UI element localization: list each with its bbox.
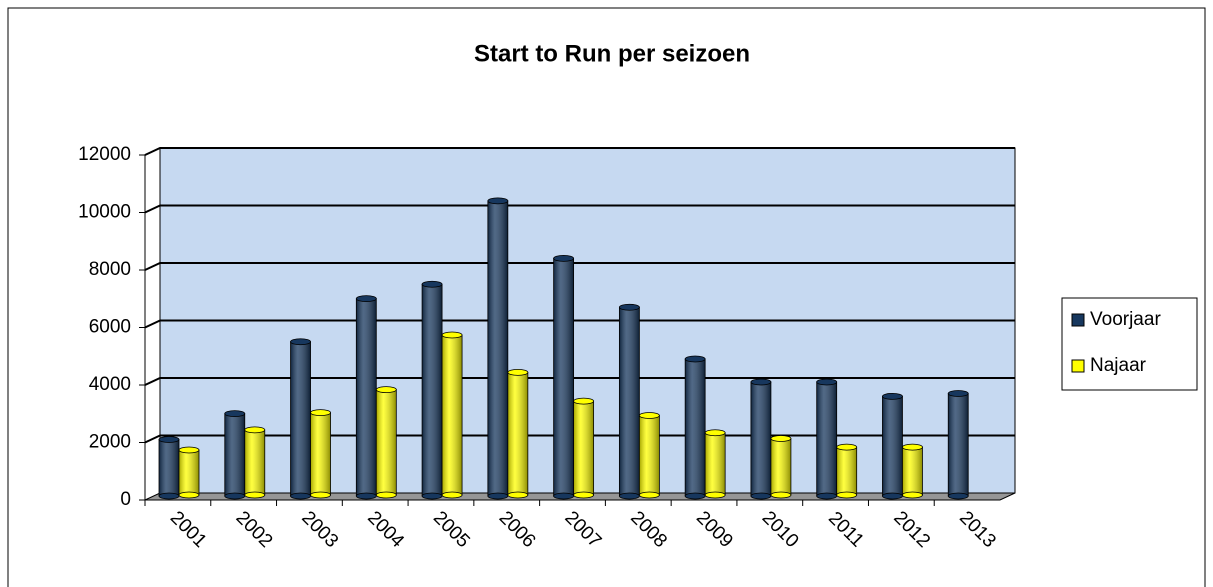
bar-top	[684, 355, 706, 363]
bar-bottom	[375, 491, 397, 499]
bar-bottom	[421, 492, 443, 500]
bar-top	[882, 392, 903, 400]
bar-shade	[507, 372, 528, 495]
y-tick-label: 12000	[78, 144, 131, 165]
bar-bottom	[178, 491, 200, 499]
bar-shade	[902, 447, 923, 495]
grid-line	[144, 204, 1015, 214]
bar-top	[310, 409, 331, 417]
bar-top	[704, 429, 726, 437]
bar-top	[421, 280, 443, 288]
bar-top	[158, 436, 180, 443]
bar-bottom	[704, 491, 726, 499]
bar-shade	[224, 413, 245, 496]
legend-swatch	[1071, 313, 1085, 327]
bar-top	[836, 443, 858, 451]
legend	[1061, 297, 1198, 391]
bar-bottom	[573, 491, 595, 499]
bar-top	[573, 397, 595, 405]
bar-shade	[750, 382, 771, 496]
bar-shade	[356, 298, 377, 496]
bar-bottom	[553, 492, 575, 500]
bar-bottom	[224, 492, 246, 500]
grid-line	[144, 319, 1015, 329]
bar-shade	[179, 450, 199, 495]
bar-shade	[442, 335, 463, 495]
bar-shade	[422, 284, 443, 496]
bar-bottom	[310, 491, 331, 499]
bar-shade	[310, 412, 331, 495]
bar-shade	[573, 401, 594, 495]
bar-bottom	[836, 491, 858, 499]
bar-shade	[619, 307, 640, 496]
bar-bottom	[290, 492, 311, 500]
bar-top	[750, 378, 772, 386]
bar-top	[355, 295, 377, 303]
y-tick-label: 2000	[89, 432, 131, 453]
bar-top	[553, 254, 575, 262]
grid-line	[144, 434, 1015, 444]
bar-top	[244, 426, 266, 434]
bar-shade	[487, 200, 508, 496]
bar-shade	[685, 359, 706, 496]
bar-shade	[948, 393, 969, 496]
bar-shade	[159, 439, 179, 496]
grid-line	[144, 262, 1015, 271]
bar-top	[441, 331, 463, 339]
bar-bottom	[816, 492, 838, 500]
bar-bottom	[487, 492, 509, 500]
grid-line	[144, 147, 1015, 156]
bar-top	[816, 378, 838, 386]
chart-title: Start to Run per seizoen	[474, 40, 750, 67]
bar-top	[902, 443, 923, 451]
bar-bottom	[441, 491, 463, 499]
bar-bottom	[638, 491, 660, 499]
y-tick-label: 4000	[89, 374, 131, 395]
bar-top	[618, 303, 640, 311]
bar-top	[375, 386, 397, 394]
grid-line	[144, 377, 1015, 386]
legend-label: Najaar	[1090, 355, 1147, 376]
legend-swatch	[1071, 359, 1085, 373]
bar-bottom	[750, 492, 772, 500]
bar-bottom	[770, 491, 792, 499]
bar-bottom	[882, 492, 903, 500]
bar-shade	[705, 432, 726, 495]
bar-shade	[882, 396, 903, 496]
bar-top	[224, 410, 246, 418]
bar-bottom	[618, 492, 640, 500]
bar-top	[507, 368, 529, 376]
bar-shade	[836, 447, 857, 495]
bar-shade	[816, 382, 837, 496]
bar-shade	[639, 415, 660, 495]
bar-shade	[553, 258, 574, 496]
y-tick-label: 6000	[89, 317, 131, 338]
bar-bottom	[902, 491, 923, 499]
bar-shade	[244, 429, 265, 495]
bar-top	[947, 390, 969, 397]
bar-top	[487, 197, 509, 205]
bar-top	[178, 446, 200, 454]
bar-top	[770, 435, 792, 442]
y-tick-label: 0	[120, 489, 131, 510]
bar-bottom	[244, 491, 266, 499]
bar-bottom	[158, 492, 180, 500]
bar-shade	[376, 389, 397, 495]
bar-bottom	[355, 492, 377, 500]
y-tick-label: 10000	[78, 202, 131, 223]
bar-bottom	[684, 492, 706, 500]
y-tick-label: 8000	[89, 259, 131, 280]
bar-shade	[290, 341, 311, 496]
bar-bottom	[507, 491, 529, 499]
bar-top	[290, 338, 311, 346]
bar-bottom	[947, 492, 969, 500]
bar-top	[638, 412, 660, 419]
legend-label: Voorjaar	[1090, 309, 1161, 330]
bar-shade	[770, 438, 791, 495]
